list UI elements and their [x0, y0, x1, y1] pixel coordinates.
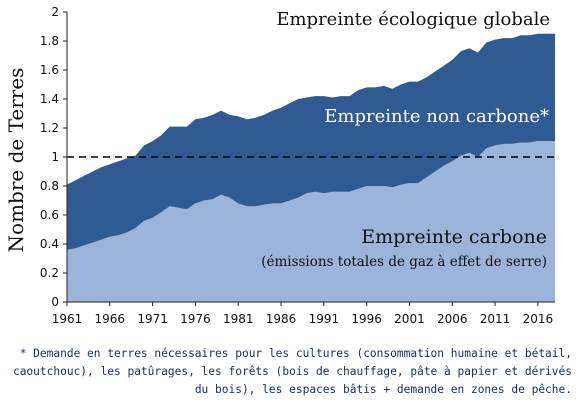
carbon-footprint-sublabel: (émissions totales de gaz à effet de ser…: [261, 254, 547, 270]
y-tick-label: 1: [51, 150, 59, 164]
non-carbon-footprint-label: Empreinte non carbone*: [324, 106, 549, 127]
non-carbon-footprint-area: [67, 33, 555, 250]
x-tick-label: 1971: [137, 312, 168, 326]
y-tick-label: 1.4: [40, 92, 59, 106]
x-tick-label: 2001: [394, 312, 425, 326]
y-tick-label: 0.8: [40, 179, 59, 193]
x-tick-label: 1986: [266, 312, 297, 326]
x-tick-label: 1981: [223, 312, 254, 326]
footnote: * Demande en terres nécessaires pour les…: [12, 347, 572, 396]
x-tick-label: 1991: [309, 312, 340, 326]
y-tick-label: 0: [51, 295, 59, 309]
y-tick-label: 1.2: [40, 121, 59, 135]
x-tick-label: 1996: [351, 312, 382, 326]
y-axis-label: Nombre de Terres: [4, 68, 28, 253]
x-tick-label: 1966: [95, 312, 126, 326]
y-tick-label: 2: [51, 5, 59, 19]
y-tick-label: 0.6: [40, 208, 59, 222]
y-tick-label: 0.2: [40, 266, 59, 280]
x-tick-label: 2011: [480, 312, 511, 326]
y-tick-label: 1.6: [40, 63, 59, 77]
x-tick-label: 2006: [437, 312, 468, 326]
carbon-footprint-area: [67, 141, 555, 302]
x-axis-ticks: 1961 1966 1971 1976 1981 1986 1991 1996 2001 2006…: [52, 302, 553, 326]
carbon-footprint-label: Empreinte carbone: [361, 226, 547, 248]
plot-area: 0 0.2 0.4 0.6 0.8 1 1.2 1.4 1.6 1.8 2 1961 1966 1971…: [40, 5, 555, 326]
global-footprint-label: Empreinte écologique globale: [276, 9, 550, 30]
x-tick-label: 1961: [52, 312, 83, 326]
ecological-footprint-chart: 0 0.2 0.4 0.6 0.8 1 1.2 1.4 1.6 1.8 2 1961 1966 1971…: [4, 5, 555, 326]
x-tick-label: 2016: [523, 312, 554, 326]
y-tick-label: 1.8: [40, 34, 59, 48]
y-tick-label: 0.4: [40, 237, 59, 251]
y-axis-ticks: 0 0.2 0.4 0.6 0.8 1 1.2 1.4 1.6 1.8 2: [40, 5, 67, 309]
x-tick-label: 1976: [180, 312, 211, 326]
